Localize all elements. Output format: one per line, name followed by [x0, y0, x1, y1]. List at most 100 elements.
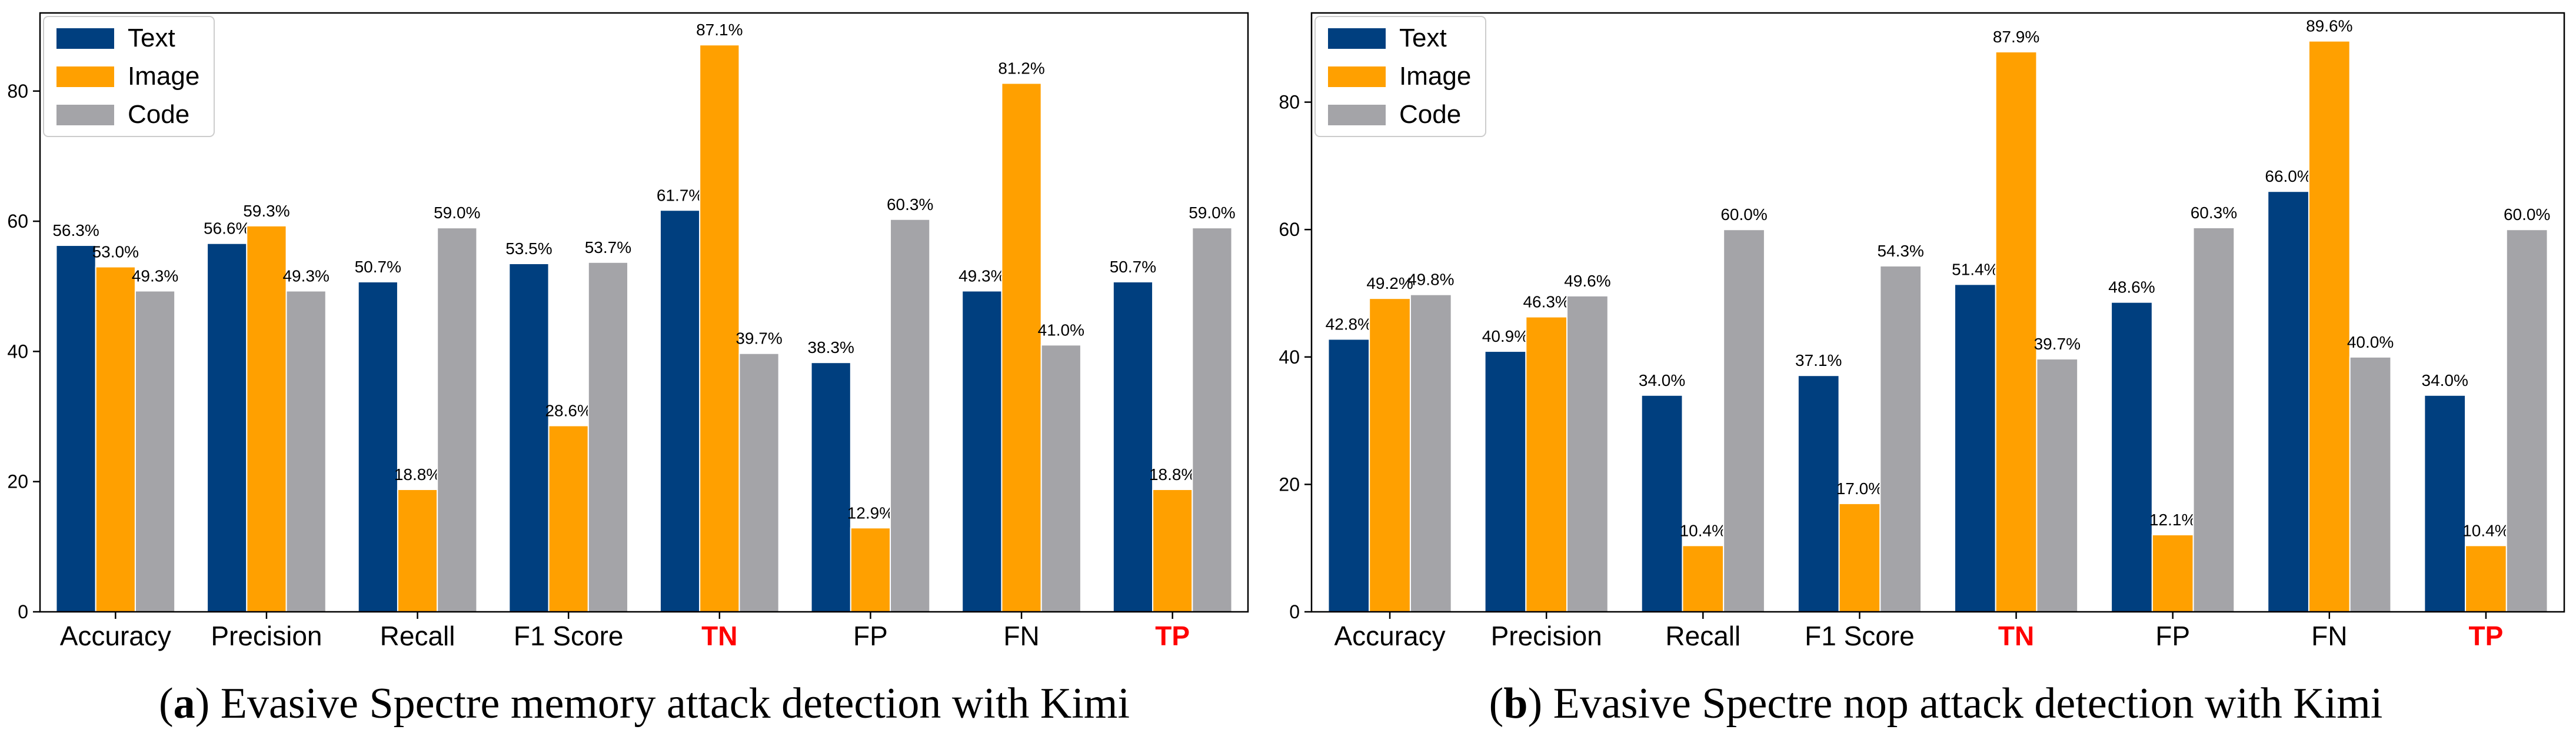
x-tick-label-tn: TN [701, 621, 737, 651]
data-label: 39.7% [735, 329, 782, 348]
data-label: 89.6% [2306, 17, 2352, 35]
bar-code-f1-score [1879, 265, 1922, 612]
bar-code-fp [2192, 226, 2235, 613]
bar-code-recall [437, 227, 478, 612]
bar-image-fn [2308, 40, 2351, 612]
bar-image-precision [1525, 316, 1568, 613]
legend-label-image: Image [128, 62, 199, 91]
legend-label-code: Code [1399, 100, 1461, 129]
x-tick-label-accuracy: Accuracy [60, 621, 171, 651]
bar-text-tp [1112, 281, 1154, 612]
bar-code-fn [1040, 344, 1081, 613]
bar-text-precision [1484, 351, 1527, 612]
data-label: 10.4% [2462, 521, 2509, 539]
data-label: 49.6% [1564, 272, 1610, 290]
bar-image-tn [699, 44, 740, 613]
y-tick-label: 40 [7, 341, 28, 362]
x-tick-label-tp: TP [1155, 621, 1190, 651]
data-label: 12.9% [847, 504, 894, 522]
data-label: 56.3% [52, 221, 99, 239]
bar-code-fp [890, 218, 931, 612]
legend-label-text: Text [128, 24, 175, 52]
x-tick-label-f1-score: F1 Score [1805, 621, 1915, 651]
data-label: 59.3% [243, 202, 289, 220]
caption-letter: b [1503, 679, 1527, 728]
data-label: 56.6% [204, 219, 250, 238]
data-label: 49.2% [1366, 274, 1413, 292]
x-tick-label-fp: FP [2155, 621, 2190, 651]
bar-text-tn [659, 209, 701, 613]
legend-swatch-image [56, 66, 114, 87]
data-label: 18.8% [1149, 465, 1196, 484]
data-label: 34.0% [1639, 371, 1685, 389]
caption-letter: a [174, 679, 195, 728]
data-label: 42.8% [1326, 315, 1372, 333]
bar-image-fn [1001, 82, 1042, 613]
x-tick-label-fp: FP [853, 621, 888, 651]
data-label: 53.0% [92, 243, 139, 261]
bar-image-recall [397, 488, 438, 613]
caption-title: Evasive Spectre memory attack detection … [221, 679, 1130, 728]
data-label: 87.1% [696, 21, 743, 39]
y-tick-label: 0 [18, 601, 28, 622]
bar-text-fn [2267, 191, 2309, 612]
bar-image-tp [2465, 545, 2507, 613]
data-label: 46.3% [1523, 293, 1569, 311]
chart-panel-b: 42.8% 40.9% 34.0% 37.1% 51.4% 48.6% 66.0% 34.0%… [1279, 12, 2565, 728]
data-label: 87.9% [1993, 28, 2039, 46]
data-label: 39.7% [2034, 335, 2081, 353]
y-tick-label: 20 [7, 471, 28, 492]
legend-swatch-text [56, 28, 114, 49]
legend-swatch-code [1328, 105, 1386, 125]
data-label: 17.0% [1836, 479, 1883, 498]
caption-open: ( [1489, 679, 1504, 728]
bar-code-precision [1566, 295, 1609, 613]
bar-text-accuracy [1327, 338, 1370, 612]
data-label: 49.8% [1407, 271, 1454, 289]
data-label: 40.9% [1482, 327, 1529, 345]
bar-text-recall [1640, 394, 1683, 612]
caption-b: (b) Evasive Spectre nop attack detection… [1489, 679, 2383, 728]
bar-image-tn [1995, 51, 2038, 612]
caption-title: Evasive Spectre nop attack detection wit… [1553, 679, 2383, 728]
data-label: 59.0% [1189, 204, 1235, 222]
x-tick-label-fn: FN [2311, 621, 2347, 651]
caption-close: ) [1527, 679, 1553, 728]
legend-swatch-code [56, 105, 114, 125]
data-label: 48.6% [2108, 278, 2155, 296]
legend-swatch-text [1328, 28, 1386, 49]
plot-frame [39, 12, 1249, 613]
data-label: 12.1% [2149, 511, 2196, 529]
bar-image-precision [246, 225, 287, 613]
bar-text-tn [1953, 284, 1996, 612]
data-label: 40.0% [2347, 333, 2394, 351]
bar-code-recall [1723, 229, 1765, 612]
caption-close: ) [195, 679, 221, 728]
bar-image-accuracy [95, 266, 136, 613]
data-label: 34.0% [2422, 371, 2468, 389]
data-label: 49.3% [282, 266, 329, 285]
bar-code-tn [2036, 358, 2079, 612]
caption-open: ( [159, 679, 174, 728]
x-tick-label-fn: FN [1003, 621, 1039, 651]
bar-code-precision [285, 290, 327, 612]
data-label: 53.5% [505, 239, 552, 258]
legend-label-image: Image [1399, 62, 1471, 91]
y-tick-label: 80 [1279, 92, 1300, 113]
bar-image-f1-score [1838, 502, 1881, 612]
x-tick-label-accuracy: Accuracy [1334, 621, 1445, 651]
bar-text-recall [357, 281, 398, 612]
data-label: 54.3% [1877, 242, 1923, 260]
x-tick-label-recall: Recall [380, 621, 455, 651]
bar-code-f1-score [587, 261, 629, 612]
bar-text-precision [207, 242, 248, 613]
data-label: 37.1% [1795, 351, 1842, 369]
legend-label-text: Text [1399, 24, 1447, 52]
data-label: 38.3% [807, 338, 854, 356]
y-tick-label: 60 [1279, 219, 1300, 240]
bar-image-fp [2151, 534, 2194, 613]
data-label: 81.2% [998, 59, 1044, 78]
bar-text-accuracy [55, 245, 96, 612]
bar-image-recall [1682, 545, 1725, 613]
